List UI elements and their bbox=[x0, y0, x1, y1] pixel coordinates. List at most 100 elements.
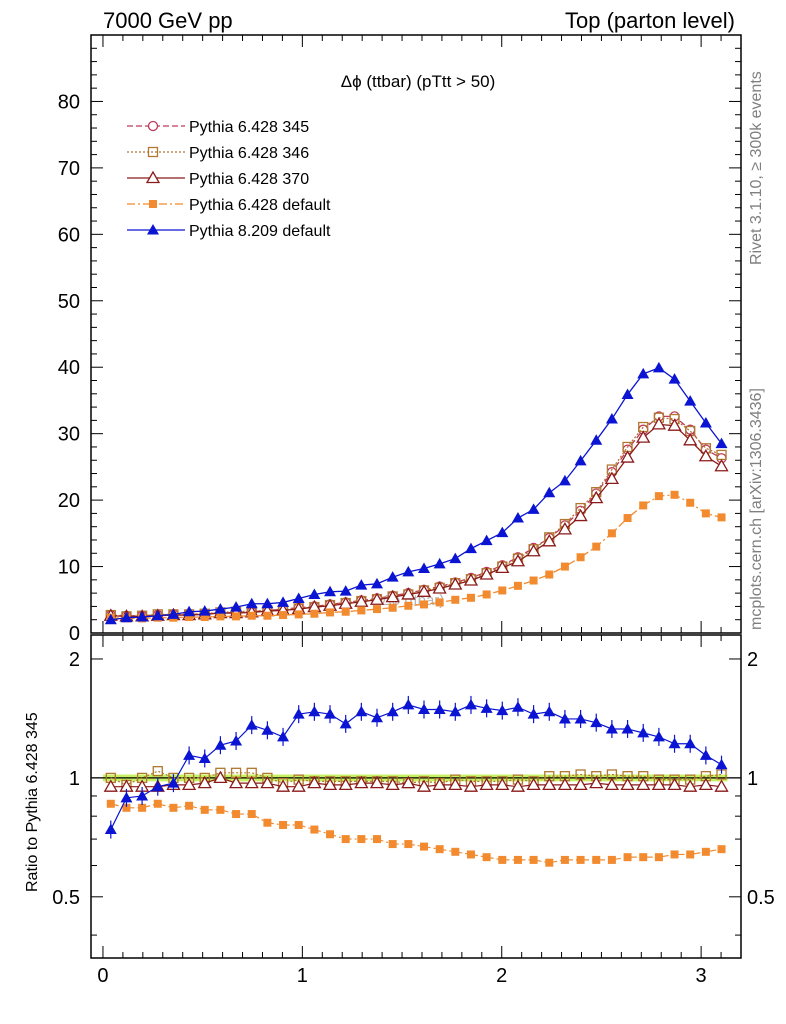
ratio-point bbox=[214, 739, 227, 750]
legend-entry: Pythia 6.428 346 bbox=[127, 145, 309, 162]
ratio-point bbox=[402, 698, 415, 710]
data-point bbox=[464, 542, 477, 554]
main-y-ticks: 0 10 20 30 40 50 60 70 80 bbox=[58, 47, 741, 645]
ratio-point bbox=[355, 705, 368, 717]
data-point bbox=[277, 596, 290, 607]
ratio-point bbox=[667, 777, 682, 791]
ratio-tick-label-right: 0.5 bbox=[747, 887, 775, 909]
data-point bbox=[449, 552, 462, 564]
ratio-frame bbox=[90, 634, 742, 959]
x-tick-label: 0 bbox=[97, 965, 108, 987]
data-point bbox=[369, 592, 385, 605]
ratio-point bbox=[373, 835, 381, 844]
data-point bbox=[557, 522, 573, 535]
ratio-point bbox=[668, 737, 681, 749]
ratio-point bbox=[261, 724, 274, 735]
ratio-point bbox=[294, 820, 303, 829]
y-tick-label: 50 bbox=[58, 291, 80, 313]
ratio-point bbox=[510, 779, 526, 792]
ratio-point bbox=[432, 777, 447, 791]
side-text-top: Rivet 3.1.10, ≥ 300k events bbox=[748, 71, 765, 265]
ratio-point bbox=[106, 799, 115, 808]
ratio-point bbox=[416, 779, 432, 792]
data-point bbox=[698, 448, 713, 462]
data-point bbox=[136, 611, 149, 622]
y-tick-label: 20 bbox=[58, 490, 80, 512]
series-pythia-6-428-345 bbox=[105, 411, 727, 621]
data-point bbox=[448, 577, 463, 590]
data-point bbox=[498, 586, 507, 595]
ratio-tick-label-right: 1 bbox=[747, 768, 758, 790]
data-point bbox=[433, 557, 446, 569]
x-axis-ticks: 0 1 2 3 bbox=[97, 35, 722, 987]
ratio-point bbox=[573, 777, 588, 791]
data-point bbox=[542, 533, 557, 547]
ratio-point bbox=[263, 818, 272, 827]
data-point bbox=[510, 553, 526, 567]
data-point bbox=[294, 610, 303, 619]
data-point bbox=[636, 430, 651, 443]
data-point bbox=[667, 418, 682, 431]
ratio-point bbox=[120, 791, 133, 803]
data-point bbox=[590, 434, 603, 445]
data-point bbox=[529, 576, 538, 585]
ratio-point bbox=[151, 780, 164, 792]
legend-label: Pythia 6.428 346 bbox=[189, 145, 309, 162]
ratio-point bbox=[260, 775, 275, 789]
data-point bbox=[717, 513, 726, 522]
data-point bbox=[339, 585, 352, 596]
ratio-point bbox=[684, 737, 697, 749]
ratio-point bbox=[560, 855, 569, 864]
data-point bbox=[714, 458, 729, 472]
legend-label: Pythia 6.428 345 bbox=[189, 119, 309, 136]
data-point bbox=[589, 490, 604, 504]
ratio-point bbox=[232, 810, 241, 819]
data-point bbox=[463, 573, 479, 586]
data-point bbox=[451, 595, 460, 604]
ratio-point bbox=[464, 698, 477, 710]
ratio-series-pythia-6-428-370 bbox=[103, 770, 729, 792]
data-point bbox=[670, 490, 679, 499]
ratio-point bbox=[511, 701, 524, 712]
ratio-point bbox=[717, 845, 726, 854]
data-point bbox=[417, 562, 430, 574]
ratio-point bbox=[244, 775, 259, 789]
series-line bbox=[110, 494, 722, 620]
ratio-series-pythia-8-209-default bbox=[104, 695, 728, 839]
legend-entry: Pythia 8.209 default bbox=[127, 223, 331, 240]
ratio-ylabel: Ratio to Pythia 6.428 345 bbox=[24, 712, 41, 892]
data-point bbox=[310, 609, 319, 618]
data-point bbox=[592, 542, 601, 551]
ratio-point bbox=[230, 734, 243, 746]
ratio-point bbox=[341, 835, 350, 844]
ratio-point bbox=[200, 805, 209, 814]
y-tick-label: 70 bbox=[58, 158, 80, 180]
series-line bbox=[110, 367, 723, 621]
x-tick-label: 3 bbox=[696, 965, 707, 987]
data-point bbox=[167, 608, 180, 619]
data-point bbox=[543, 486, 556, 498]
data-point bbox=[324, 585, 337, 597]
data-point bbox=[560, 562, 569, 571]
data-point bbox=[308, 588, 321, 599]
legend-marker bbox=[147, 120, 159, 132]
ratio-point bbox=[480, 702, 493, 713]
data-point bbox=[419, 600, 428, 609]
ratio-point bbox=[545, 858, 554, 867]
data-point bbox=[607, 529, 616, 538]
x-tick-label: 1 bbox=[297, 965, 308, 987]
data-point bbox=[104, 613, 117, 625]
data-point bbox=[684, 395, 697, 406]
ratio-point bbox=[324, 708, 337, 719]
ratio-point bbox=[620, 777, 635, 791]
data-point bbox=[495, 560, 510, 574]
ratio-point bbox=[197, 775, 212, 789]
ratio-point bbox=[308, 705, 321, 717]
ratio-point bbox=[651, 777, 667, 791]
ratio-point bbox=[558, 712, 571, 724]
ratio-plot: 0.5 0.5 1 1 2 2 0 1 2 3 Ratio to Pythia 6.428 34… bbox=[24, 35, 775, 987]
data-point bbox=[605, 413, 618, 424]
data-point bbox=[623, 514, 632, 523]
ratio-point bbox=[604, 777, 620, 791]
